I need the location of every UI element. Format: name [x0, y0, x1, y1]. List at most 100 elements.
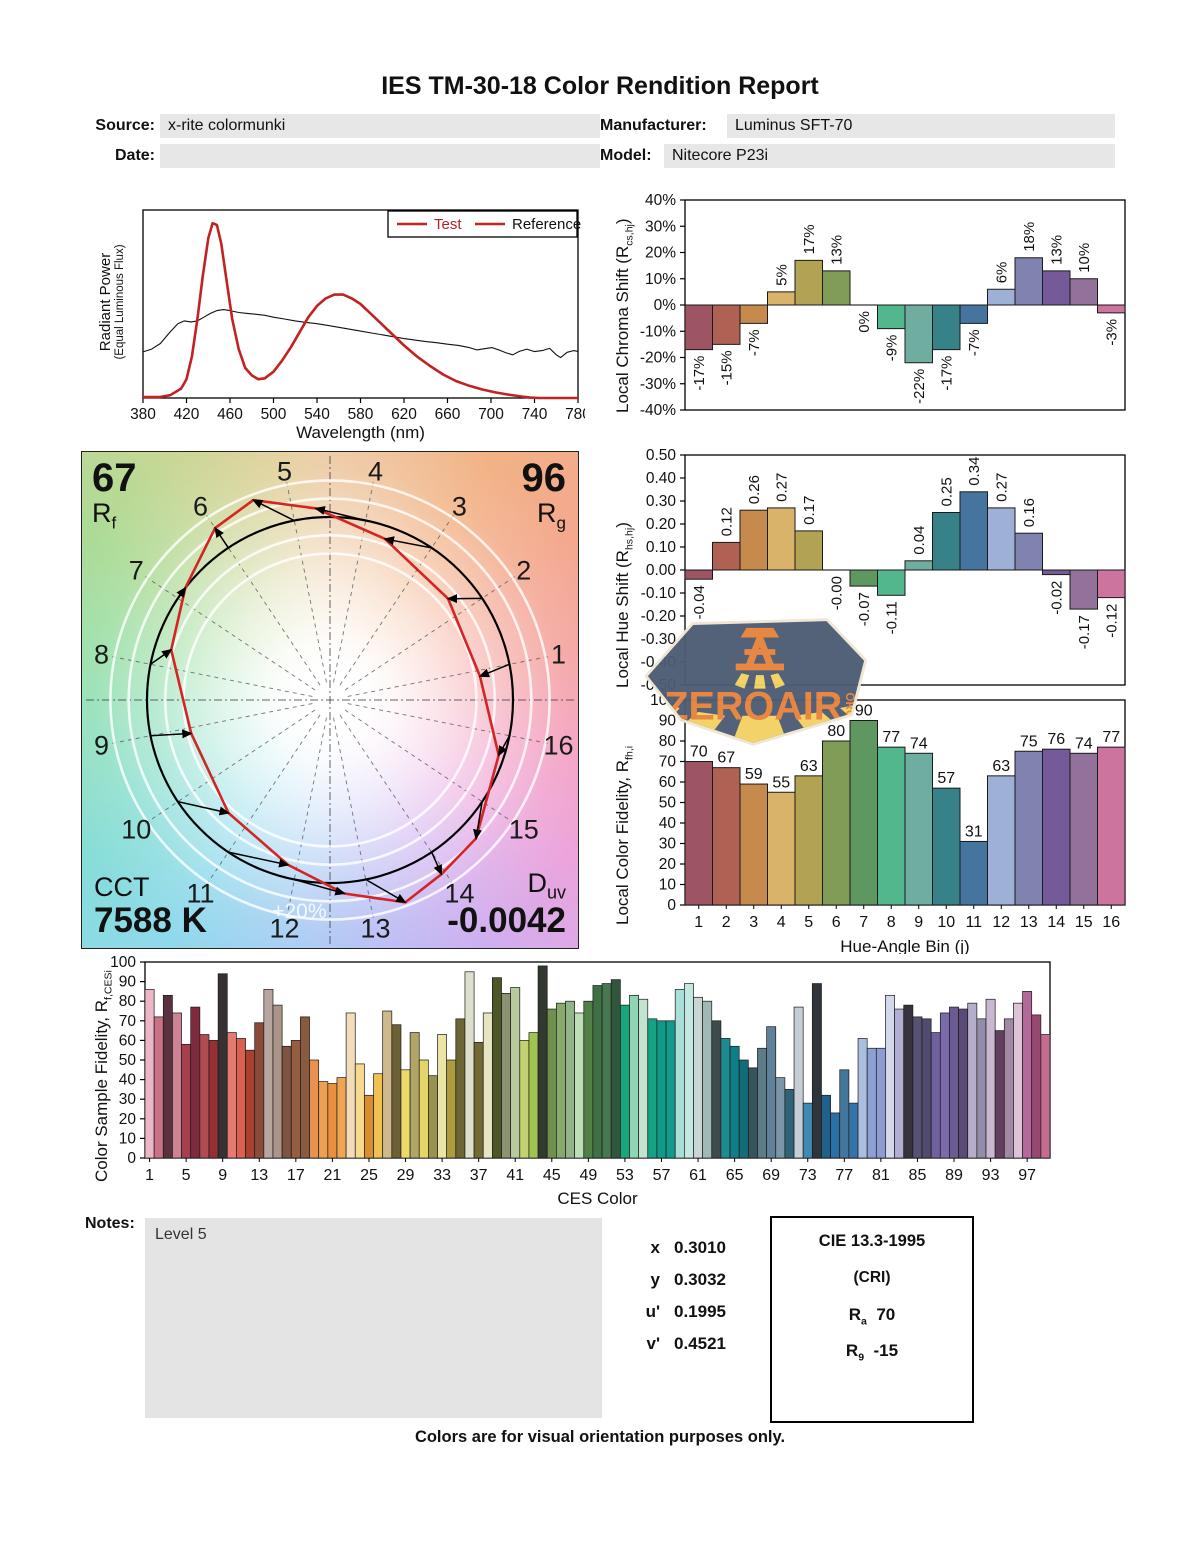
bar	[767, 291, 796, 306]
bar	[987, 775, 1016, 906]
bar	[932, 304, 961, 351]
bar	[473, 1042, 484, 1159]
bar	[839, 1069, 850, 1159]
spd-x-tick: 420	[174, 406, 200, 423]
bar	[482, 1012, 493, 1159]
bar	[738, 1059, 749, 1159]
x-tick: 7	[859, 914, 868, 931]
bar-value-label: 18%	[1021, 222, 1038, 252]
bar-value-label: 31	[965, 823, 983, 840]
ces-x-axis-label: CES Color	[557, 1189, 638, 1204]
bar-value-label: 13%	[1048, 235, 1065, 265]
notes-label: Notes:	[85, 1215, 135, 1232]
bar-value-label: 74	[910, 735, 928, 752]
x-tick: 81	[872, 1167, 890, 1184]
bar	[987, 288, 1016, 306]
x-tick: 33	[433, 1167, 451, 1184]
spd-x-tick: 620	[391, 406, 417, 423]
bar	[217, 973, 228, 1159]
coord-row: v' 0.4521	[646, 1334, 727, 1353]
bar	[739, 509, 768, 571]
date-label: Date:	[114, 147, 155, 164]
bar	[281, 1045, 292, 1159]
shift-arrow	[497, 735, 511, 757]
bar	[556, 1002, 566, 1159]
bar	[794, 775, 823, 906]
bar	[793, 1006, 804, 1159]
y-tick: 10%	[645, 271, 676, 288]
bar	[849, 569, 878, 587]
cvg-bin-number: 2	[516, 556, 531, 586]
shift-arrow	[150, 729, 193, 739]
bar-value-label: 0.12	[718, 507, 735, 536]
bar-value-label: 0.34	[966, 457, 983, 486]
shift-arrow	[473, 801, 483, 841]
bar	[1069, 278, 1098, 306]
bar	[729, 1045, 740, 1159]
bar	[794, 530, 823, 571]
bar	[1042, 748, 1071, 906]
bar	[1042, 270, 1071, 306]
cvg-bin-number: 8	[94, 640, 109, 670]
bar	[857, 1038, 868, 1159]
cvg-bin-number: 16	[543, 730, 573, 760]
bar	[446, 1059, 457, 1159]
cct-block: CCT 7588 K	[94, 872, 207, 940]
bar	[501, 993, 512, 1159]
tower-icon	[735, 627, 784, 671]
bar	[546, 1008, 557, 1159]
bar	[647, 1018, 658, 1159]
x-tick: 57	[653, 1167, 671, 1184]
spd-x-tick: 700	[478, 406, 504, 423]
bar-value-label: 0.26	[746, 475, 763, 504]
y-tick: 0.40	[646, 470, 677, 487]
manufacturer-value: Luminus SFT-70	[727, 114, 1115, 138]
bar	[1013, 1002, 1023, 1159]
y-tick: 0%	[654, 297, 677, 314]
color-vector-graphic: 1 2 3 4 5 6 7 8 9 10 11 12 13 14 15 16 +20% 67 Rf 96 Rg …	[81, 451, 579, 949]
x-tick: 12	[992, 914, 1010, 931]
local-hue-shift-chart: 0.500.400.300.200.100.00-0.10-0.20-0.30-…	[641, 448, 1126, 693]
bar	[904, 304, 933, 364]
bar-value-label: -3%	[1103, 319, 1120, 346]
bar	[959, 491, 988, 571]
y-tick: 40%	[645, 192, 676, 209]
bar-value-label: 0%	[856, 311, 873, 333]
legend-test-label: Test	[434, 216, 462, 233]
bar-value-label: -0.11	[883, 601, 900, 634]
shift-arrow	[430, 851, 443, 876]
x-tick: 2	[722, 914, 731, 931]
bar	[712, 541, 741, 571]
bar-value-label: 0.04	[911, 526, 928, 555]
x-tick: 49	[579, 1167, 597, 1184]
bar	[1031, 1014, 1042, 1159]
bar-value-label: 90	[855, 703, 873, 720]
bar	[894, 1008, 905, 1159]
legend-reference-label: Reference	[512, 216, 581, 233]
x-tick: 89	[945, 1167, 963, 1184]
spd-x-tick: 780	[565, 406, 585, 423]
y-tick: -20%	[640, 350, 676, 367]
shift-arrow	[251, 499, 295, 522]
bar	[822, 740, 851, 906]
y-tick: 30	[659, 836, 677, 853]
bar	[720, 1038, 731, 1159]
y-tick: 60	[659, 774, 677, 791]
bar-value-label: -0.07	[856, 592, 873, 626]
shift-arrow	[228, 851, 290, 868]
bar	[1014, 532, 1043, 571]
bar	[172, 1012, 182, 1159]
source-label: Source:	[95, 117, 155, 134]
bar-value-label: -17%	[938, 356, 955, 391]
y-tick: 0.50	[646, 448, 677, 464]
cvg-bin-number: 9	[94, 730, 109, 760]
y-tick: 100	[110, 954, 136, 971]
bar	[811, 983, 822, 1159]
bar	[903, 1004, 914, 1159]
bar	[300, 1016, 310, 1159]
spd-x-tick: 540	[304, 406, 330, 423]
bar-value-label: -7%	[746, 329, 763, 356]
cvg-bin-number: 13	[360, 914, 390, 944]
coord-row: u' 0.1995	[645, 1302, 726, 1321]
